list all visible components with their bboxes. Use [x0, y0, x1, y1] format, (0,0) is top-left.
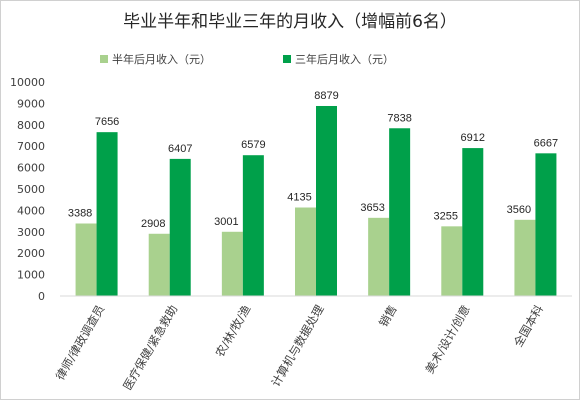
bars: 3388 7656 2908 6407 3001 6579 4135 8879 3653 7838… — [68, 90, 558, 296]
data-label-three-year-1: 7656 — [95, 116, 119, 128]
data-label-half-year-6: 3255 — [434, 210, 458, 222]
data-label-three-year-5: 7838 — [387, 112, 411, 124]
y-tick-label: 7000 — [17, 140, 45, 153]
data-label-half-year-4: 4135 — [287, 192, 311, 204]
legend-swatch-2 — [283, 55, 291, 63]
bar-half-year-6 — [441, 226, 463, 296]
data-label-half-year-7: 3560 — [507, 204, 531, 216]
legend-label-1: 半年后月收入（元） — [112, 52, 211, 66]
category-label-5: 销售 — [376, 303, 400, 330]
data-label-three-year-7: 6667 — [534, 137, 558, 149]
data-label-three-year-6: 6912 — [461, 132, 485, 144]
category-label-6: 美术/设计/创意 — [422, 303, 472, 376]
data-label-half-year-3: 3001 — [214, 216, 238, 228]
bar-three-year-3 — [242, 155, 264, 296]
bar-three-year-2 — [169, 158, 191, 296]
category-label-1: 律师/律政调查员 — [53, 303, 107, 383]
category-label-4: 计算机与数据处理 — [268, 302, 326, 389]
data-label-half-year-5: 3653 — [360, 202, 384, 214]
bar-three-year-5 — [389, 128, 411, 296]
y-tick-label: 2000 — [17, 247, 45, 260]
bar-half-year-2 — [148, 233, 170, 296]
legend-swatch-1 — [100, 55, 108, 63]
legend: 半年后月收入（元） 三年后月收入（元） — [100, 52, 394, 66]
category-label-7: 全国本科 — [511, 302, 546, 349]
data-label-half-year-2: 2908 — [141, 218, 165, 230]
bar-half-year-5 — [368, 217, 390, 296]
data-label-three-year-4: 8879 — [314, 90, 338, 102]
bar-half-year-4 — [295, 207, 316, 296]
category-label-2: 医疗保健/紧急救助 — [120, 303, 180, 393]
bar-three-year-7 — [535, 153, 557, 296]
bar-three-year-6 — [462, 148, 484, 296]
y-tick-label: 5000 — [17, 183, 45, 196]
y-tick-label: 6000 — [17, 162, 45, 175]
data-label-three-year-3: 6579 — [241, 139, 265, 151]
chart-title: 毕业半年和毕业三年的月收入（增幅前6名） — [123, 12, 457, 32]
data-label-half-year-1: 3388 — [68, 207, 92, 219]
y-tick-label: 0 — [38, 290, 45, 303]
y-tick-label: 3000 — [17, 226, 45, 239]
bar-three-year-4 — [316, 105, 337, 296]
y-tick-label: 1000 — [17, 269, 45, 282]
data-label-three-year-2: 6407 — [168, 143, 192, 155]
y-tick-label: 10000 — [10, 76, 45, 89]
legend-label-2: 三年后月收入（元） — [295, 52, 394, 66]
y-axis: 0 1000 2000 3000 4000 5000 6000 7000 8000 9000 100… — [10, 76, 45, 303]
x-axis: 律师/律政调查员 医疗保健/紧急救助 农/林/牧/渔 计算机与数据处理 销售 美术/设计/… — [53, 295, 572, 393]
bar-half-year-3 — [221, 231, 243, 296]
bar-half-year-1 — [75, 223, 97, 296]
y-tick-label: 4000 — [17, 204, 45, 217]
y-tick-label: 8000 — [17, 119, 45, 132]
y-tick-label: 9000 — [17, 97, 45, 110]
category-label-3: 农/林/牧/渔 — [213, 303, 254, 360]
bar-three-year-1 — [96, 132, 118, 296]
bar-half-year-7 — [514, 219, 536, 296]
